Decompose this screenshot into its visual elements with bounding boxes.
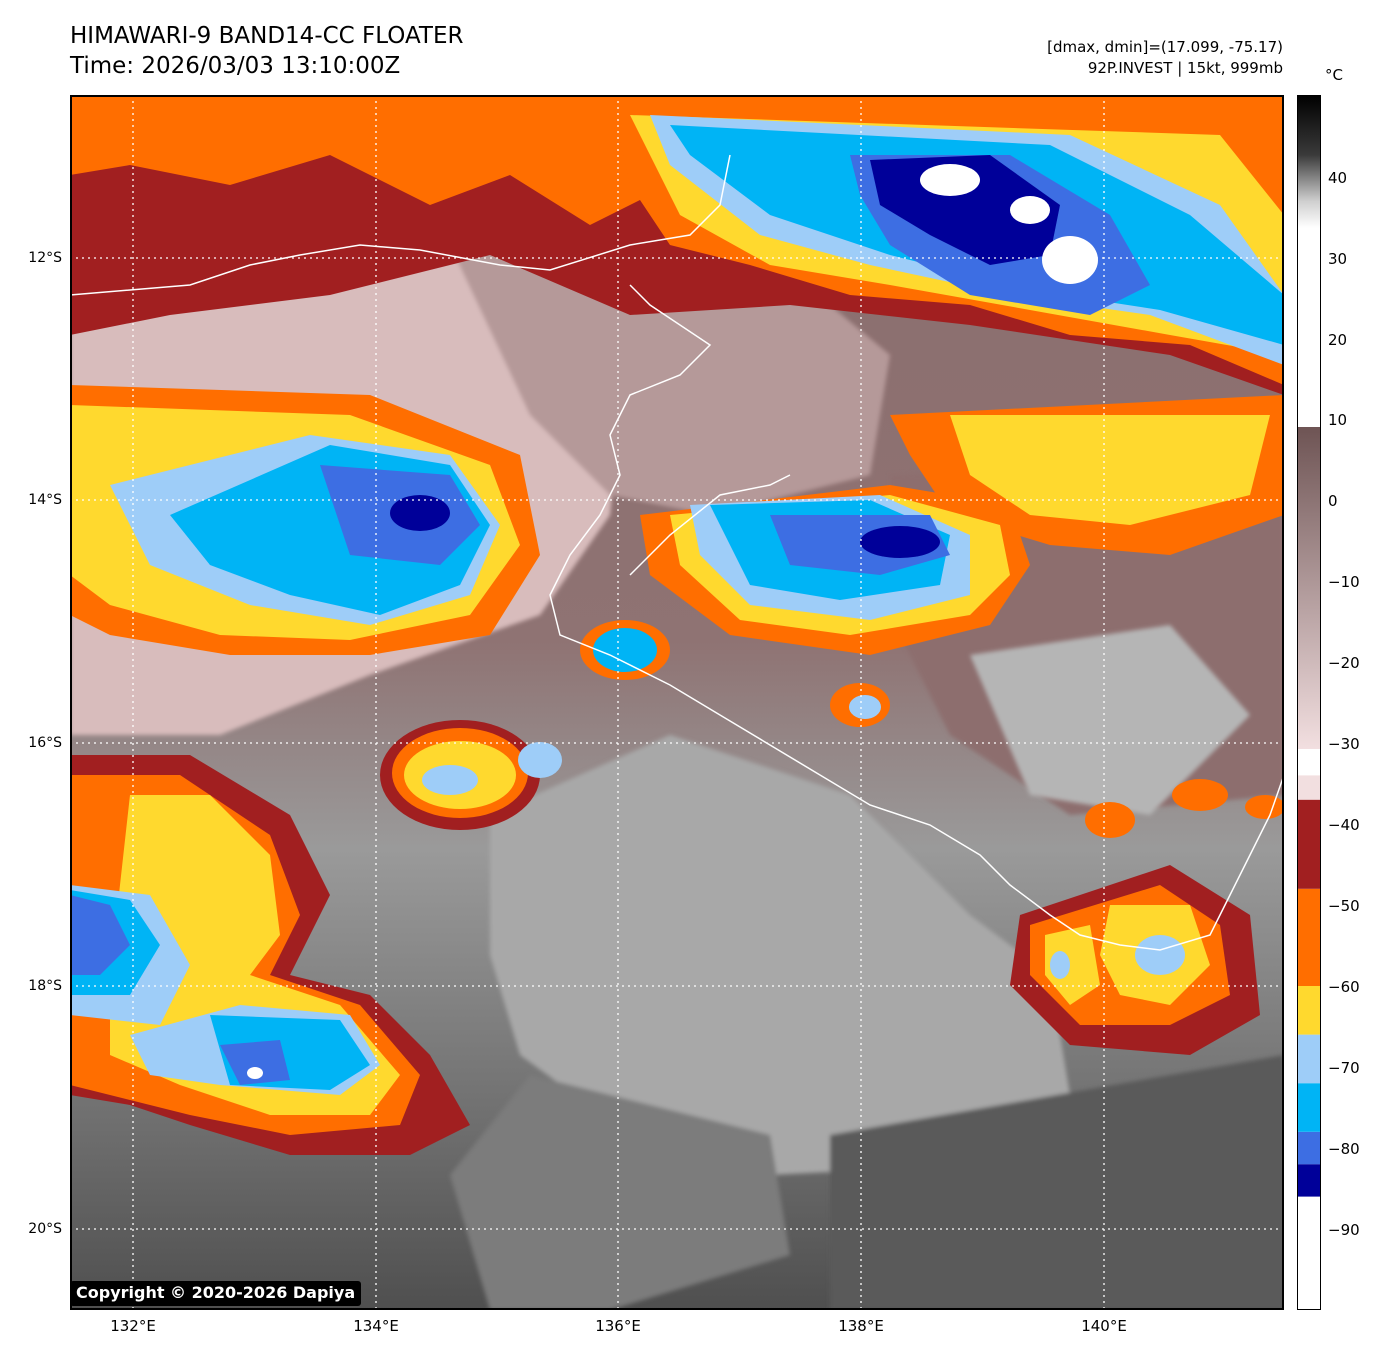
lon-label-134e: 134°E (353, 1317, 399, 1335)
satellite-map (70, 95, 1284, 1310)
colorbar-label: −80 (1328, 1140, 1360, 1158)
stats-line: [dmax, dmin]=(17.099, -75.17) (1047, 38, 1283, 56)
small-cells (380, 620, 1284, 838)
lon-label-132e: 132°E (110, 1317, 156, 1335)
lat-label-16s: 16°S (28, 735, 62, 751)
colorbar-label: −60 (1328, 978, 1360, 996)
lon-label-136e: 136°E (595, 1317, 641, 1335)
colorbar-unit: °C (1325, 66, 1343, 84)
colorbar-label: −20 (1328, 654, 1360, 672)
colorbar-label: 20 (1328, 331, 1348, 349)
convective-cell-west (70, 385, 540, 655)
colorbar-segment (1297, 1034, 1321, 1084)
lon-label-140e: 140°E (1081, 1317, 1127, 1335)
grid-lines (70, 95, 1284, 1310)
lon-label-138e: 138°E (838, 1317, 884, 1335)
colorbar-segment (1297, 775, 1321, 800)
colorbar-segment (1297, 1131, 1321, 1165)
colorbar (1297, 95, 1321, 1310)
colorbar-label: −50 (1328, 897, 1360, 915)
colorbar-label: 30 (1328, 250, 1348, 268)
colorbar-segment (1297, 799, 1321, 889)
colorbar-label: 10 (1328, 411, 1348, 429)
colorbar-label: −40 (1328, 816, 1360, 834)
colorbar-segment (1297, 1164, 1321, 1197)
colorbar-segment (1297, 1196, 1321, 1310)
colorbar-label: −10 (1328, 573, 1360, 591)
colorbar-segment (1297, 888, 1321, 986)
lat-label-14s: 14°S (28, 492, 62, 508)
gray-cloud-layer (450, 625, 1284, 1310)
colorbar-label: 40 (1328, 169, 1348, 187)
colorbar-label: −70 (1328, 1059, 1360, 1077)
convective-cell-central (640, 485, 1030, 655)
map-frame (70, 95, 1284, 1310)
colorbar-label: −30 (1328, 735, 1360, 753)
colorbar-label: −90 (1328, 1221, 1360, 1239)
colorbar-segment (1297, 986, 1321, 1035)
storm-line: 92P.INVEST | 15kt, 999mb (1087, 59, 1283, 77)
colorbar-segment (1297, 1083, 1321, 1132)
copyright-badge: Copyright © 2020-2026 Dapiya (70, 1281, 362, 1306)
lat-label-20s: 20°S (28, 1221, 62, 1237)
chart-title: HIMAWARI-9 BAND14-CC FLOATER (70, 23, 464, 49)
convective-cell-southeast (1010, 865, 1260, 1055)
chart-time: Time: 2026/03/03 13:10:00Z (70, 53, 401, 79)
lat-label-12s: 12°S (28, 250, 62, 266)
colorbar-label: 0 (1328, 492, 1338, 510)
lat-label-18s: 18°S (28, 978, 62, 994)
convective-cell-southwest (70, 755, 470, 1155)
